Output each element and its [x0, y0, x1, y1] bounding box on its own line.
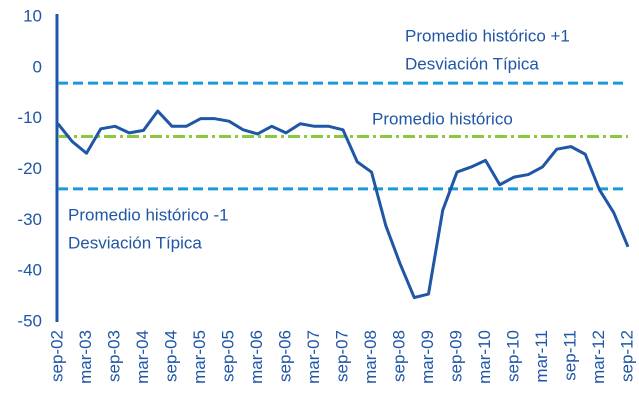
x-tick-label: sep-06 [275, 330, 294, 382]
annotation: Promedio histórico +1 [405, 26, 570, 45]
annotation: Desviación Típica [68, 233, 202, 252]
y-tick-label: -20 [17, 159, 42, 178]
annotation: Promedio histórico [372, 109, 513, 128]
x-tick-label: sep-07 [332, 330, 351, 382]
x-tick-label: mar-08 [361, 330, 380, 384]
x-tick-label: mar-03 [76, 330, 95, 384]
x-tick-label: sep-11 [560, 330, 579, 381]
x-tick-label: sep-02 [47, 330, 66, 382]
x-tick-label: sep-09 [446, 330, 465, 382]
y-tick-label: -50 [17, 311, 42, 330]
x-tick-label: sep-04 [161, 330, 180, 382]
x-tick-label: mar-10 [475, 330, 494, 384]
x-tick-label: mar-06 [247, 330, 266, 384]
annotation: Promedio histórico -1 [68, 205, 229, 224]
x-tick-label: mar-04 [133, 330, 152, 384]
y-tick-label: -40 [17, 261, 42, 280]
x-tick-label: sep-03 [104, 330, 123, 382]
annotation: Desviación Típica [405, 54, 539, 73]
x-tick-label: mar-09 [418, 330, 437, 384]
x-tick-label: mar-05 [190, 330, 209, 384]
y-tick-label: -30 [17, 210, 42, 229]
x-tick-label: mar-11 [532, 330, 551, 383]
x-tick-label: mar-12 [589, 330, 608, 384]
series-line [56, 109, 630, 300]
x-tick-label: sep-08 [389, 330, 408, 382]
y-tick-label: -10 [17, 108, 42, 127]
x-tick-label: sep-05 [218, 330, 237, 382]
x-tick-label: mar-07 [304, 330, 323, 384]
y-tick-label: 10 [23, 6, 42, 25]
x-tick-label: sep-10 [503, 330, 522, 382]
y-tick-label: 0 [33, 57, 42, 76]
x-tick-label: sep-12 [617, 330, 636, 382]
